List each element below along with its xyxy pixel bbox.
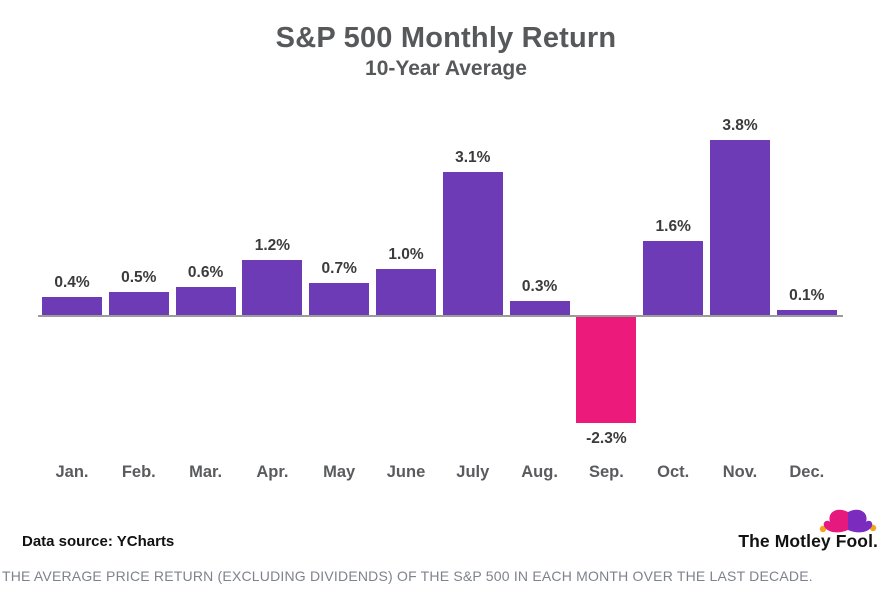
month-label-june: June — [386, 463, 426, 481]
bar-dec — [776, 310, 837, 315]
bar-july — [442, 172, 503, 315]
value-label-sep: -2.3% — [586, 429, 627, 447]
value-label-oct: 1.6% — [655, 218, 691, 236]
month-label-oct: Oct. — [657, 463, 690, 481]
bar-june — [376, 269, 436, 315]
value-label-july: 3.1% — [455, 149, 491, 167]
month-label-dec: Dec. — [789, 463, 825, 481]
value-label-june: 1.0% — [388, 246, 424, 263]
bar-feb — [108, 292, 169, 315]
month-label-aug: Aug. — [521, 463, 558, 481]
month-label-july: July — [456, 463, 490, 481]
bar-apr — [242, 259, 303, 315]
value-label-jan: 0.4% — [54, 273, 90, 291]
bar-oct — [643, 241, 704, 315]
chart-subtitle: 10-Year Average — [365, 57, 527, 80]
bar-may — [309, 282, 370, 315]
bar-aug — [509, 301, 570, 315]
value-label-mar: 0.6% — [187, 264, 224, 282]
chart-title: S&P 500 Monthly Return — [275, 22, 617, 54]
motley-fool-logo: The Motley Fool. — [738, 509, 878, 552]
bar-sep — [576, 317, 637, 423]
month-label-mar: Mar. — [189, 463, 223, 481]
value-label-aug: 0.3% — [521, 278, 558, 296]
value-label-feb: 0.5% — [121, 269, 157, 286]
value-label-may: 0.7% — [321, 259, 357, 277]
bar-nov — [710, 140, 770, 315]
month-label-may: May — [323, 463, 356, 481]
value-label-apr: 1.2% — [254, 236, 291, 254]
month-label-sep: Sep. — [588, 463, 624, 481]
bar-jan — [42, 296, 102, 315]
value-label-dec: 0.1% — [789, 287, 825, 305]
month-label-apr: Apr. — [256, 463, 289, 481]
chart-header: S&P 500 Monthly Return 10-Year Average — [0, 0, 892, 81]
caption: THE AVERAGE PRICE RETURN (EXCLUDING DIVI… — [2, 568, 813, 584]
bar-mar — [175, 287, 236, 315]
data-source-note: Data source: YCharts — [22, 533, 175, 550]
month-label-feb: Feb. — [121, 463, 156, 481]
x-axis-line — [38, 315, 843, 317]
month-label-jan: Jan. — [55, 463, 89, 481]
value-label-nov: 3.8% — [722, 117, 758, 135]
month-label-nov: Nov. — [722, 463, 758, 481]
motley-fool-wordmark: The Motley Fool. — [738, 531, 878, 551]
jester-hat-icon — [819, 509, 877, 533]
